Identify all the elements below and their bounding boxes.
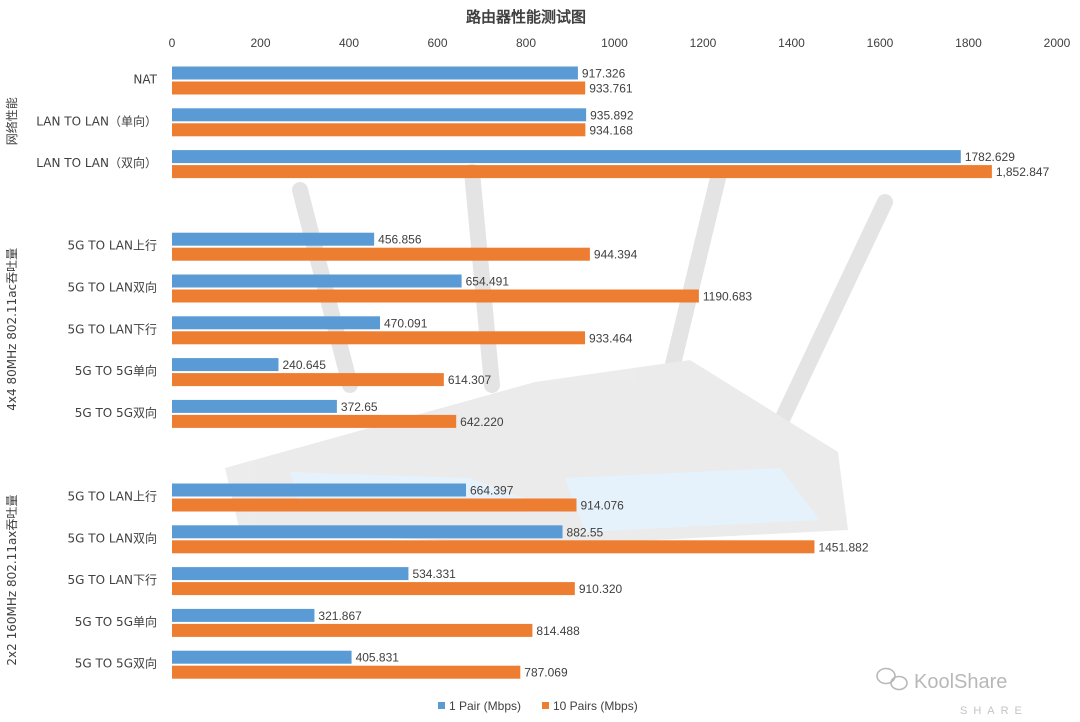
group-label: 2x2 160MHz 802.11ax吞吐量 [5,495,19,666]
data-label: 910.320 [579,582,623,596]
category-groups: NAT LAN TO LAN（单向） LAN TO LAN（双向） 网络性能 5G TO… [4,73,158,671]
data-label: 664.397 [470,484,514,498]
bar-series-2 [172,582,575,596]
bar-series-1 [172,567,409,581]
bar-series-1 [172,608,315,622]
category-label: LAN TO LAN（单向） [36,113,157,128]
category-label: 5G TO 5G双向 [75,405,157,420]
category-label: 5G TO 5G双向 [75,656,157,671]
chart-title: 路由器性能测试图 [466,8,586,26]
category-label: 5G TO LAN下行 [68,322,158,336]
bar-series-1 [172,399,337,413]
data-label: 405.831 [356,651,400,665]
category-label: LAN TO LAN（双向） [36,155,157,170]
bar-series-1 [172,232,375,246]
bar-series-1 [172,150,961,164]
bar-series-2 [172,289,699,303]
bar-series-1 [172,66,578,80]
group-label: 4x4 80MHz 802.11ac吞吐量 [5,248,19,411]
x-tick-label: 600 [427,36,447,50]
x-tick-label: 1800 [955,36,982,50]
bar-series-2 [172,331,586,345]
x-tick-label: 1400 [778,36,805,50]
bar-series-1 [172,525,563,539]
bar-series-2 [172,540,815,554]
data-label: 917.326 [582,67,626,81]
watermark-text: KoolShare [914,671,1007,693]
x-tick-label: 2000 [1044,36,1071,50]
data-label: 814.488 [536,624,580,638]
bar-series-2 [172,123,586,137]
x-tick-label: 1600 [867,36,894,50]
data-label: 1451.882 [818,540,868,554]
legend-swatch-series-2 [542,702,549,709]
category-label: 5G TO LAN双向 [68,530,158,545]
data-label: 882.55 [567,525,604,539]
koolshare-watermark: KoolShare SHARE [876,667,1028,717]
data-label: 456.856 [378,233,422,247]
bar-series-2 [172,247,590,261]
bar-series-2 [172,665,521,679]
data-label: 321.867 [318,609,362,623]
data-label: 944.394 [594,248,638,262]
x-tick-label: 200 [250,36,270,50]
x-axis-ticks: 0 200 400 600 800 1000 1200 1400 1600 1800 2000 [169,36,1071,50]
bar-series-2 [172,81,586,95]
x-tick-label: 400 [339,36,359,50]
watermark-subtext: SHARE [960,705,1028,717]
x-tick-label: 0 [169,36,176,50]
category-label: 5G TO LAN下行 [68,573,158,587]
category-label: 5G TO LAN上行 [68,239,158,253]
data-label: 1782.629 [965,150,1015,164]
bar-series-1 [172,274,462,288]
category-label: 5G TO 5G单向 [75,363,157,378]
bar-series-1 [172,316,381,330]
category-label: NAT [133,73,157,87]
legend-label-series-2: 10 Pairs (Mbps) [553,699,638,713]
bar-series-2 [172,165,992,179]
data-label: 935.892 [590,108,634,122]
data-label: 470.091 [384,316,428,330]
category-label: 5G TO LAN上行 [68,490,158,504]
data-label: 933.761 [589,82,633,96]
bar-series-1 [172,650,352,664]
bar-series-1 [172,108,587,122]
data-label: 534.331 [412,567,456,581]
data-label: 642.220 [460,415,504,429]
bar-series-1 [172,358,279,372]
category-label: 5G TO LAN双向 [68,280,158,295]
wechat-icon [876,667,908,691]
bar-series-1 [172,483,466,497]
data-label: 934.168 [589,123,633,137]
x-tick-label: 1000 [601,36,628,50]
bar-series-2 [172,498,577,512]
data-label: 1190.683 [703,290,752,304]
data-label: 614.307 [448,373,492,387]
bar-series-2 [172,373,444,387]
data-label: 372.65 [341,400,378,414]
legend-swatch-series-1 [438,702,445,709]
bar-series-2 [172,414,457,428]
x-tick-label: 800 [516,36,536,50]
data-label: 240.645 [282,358,326,372]
bar-series-2 [172,623,533,637]
legend: 1 Pair (Mbps) 10 Pairs (Mbps) [438,699,638,713]
data-label: 1,852.847 [996,165,1050,179]
data-label: 654.491 [466,275,510,289]
data-label: 914.076 [580,499,624,513]
data-label: 933.464 [589,331,633,345]
x-tick-label: 1200 [690,36,717,50]
data-label: 787.069 [524,666,568,680]
category-label: 5G TO 5G单向 [75,614,157,629]
legend-label-series-1: 1 Pair (Mbps) [449,699,521,713]
group-label: 网络性能 [4,97,19,145]
